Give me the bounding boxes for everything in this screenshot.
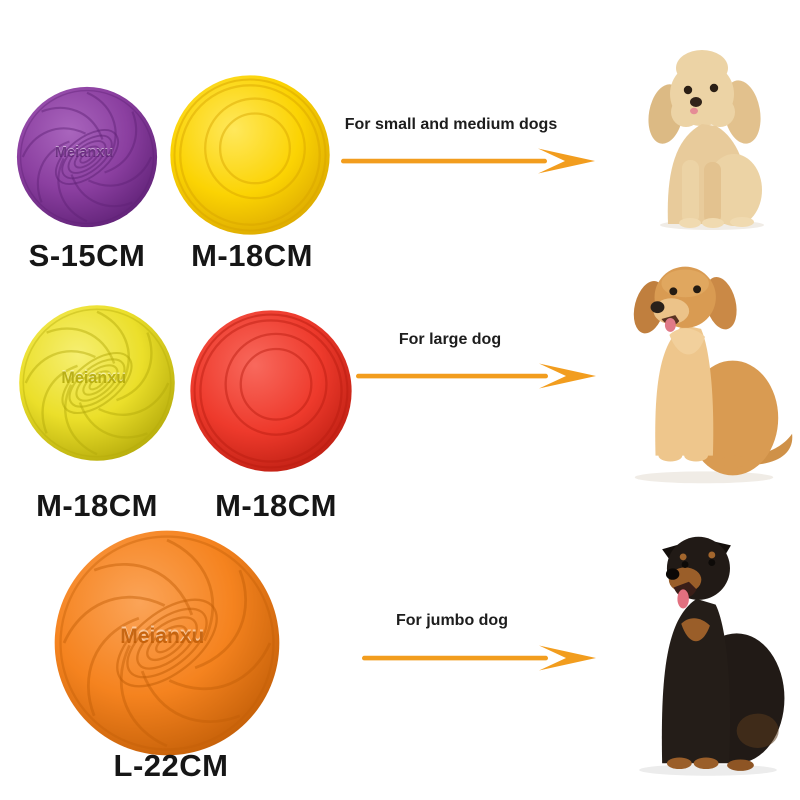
frisbee-m-red-image [187, 307, 355, 475]
golden-retriever-image [610, 250, 798, 486]
frisbee-m-yellow-image [167, 72, 333, 238]
size-label: M-18CM [215, 488, 337, 523]
size-label: M-18CM [36, 488, 158, 523]
brand-embossed-text: Meianxu [120, 623, 204, 646]
size-label: S-15CM [28, 238, 146, 273]
brand-embossed-text: Meianxu [61, 368, 126, 386]
arrow-right-icon [341, 147, 597, 175]
brand-embossed-text: Meianxu [55, 144, 113, 160]
frisbee-l-orange-image: Meianxu Meianxu [50, 526, 284, 760]
size-label: L-22CM [113, 748, 229, 783]
brand-embossed-text: Meianxu [61, 369, 126, 387]
arrow-right-icon [356, 362, 598, 390]
size-label: M-18CM [191, 238, 313, 273]
frisbee-s-purple-image: Meianxu Meianxu [14, 84, 160, 230]
rottweiler-image [622, 512, 794, 790]
frisbee-m-lemon-image: Meianxu Meianxu [16, 302, 178, 464]
arrow-right-icon [362, 644, 598, 672]
guide-text: For jumbo dog [396, 612, 508, 629]
poodle-image [628, 42, 792, 232]
guide-text: For large dog [398, 331, 502, 348]
guide-text: For small and medium dogs [344, 116, 558, 133]
brand-embossed-text: Meianxu [120, 625, 204, 648]
brand-embossed-text: Meianxu [55, 145, 113, 161]
